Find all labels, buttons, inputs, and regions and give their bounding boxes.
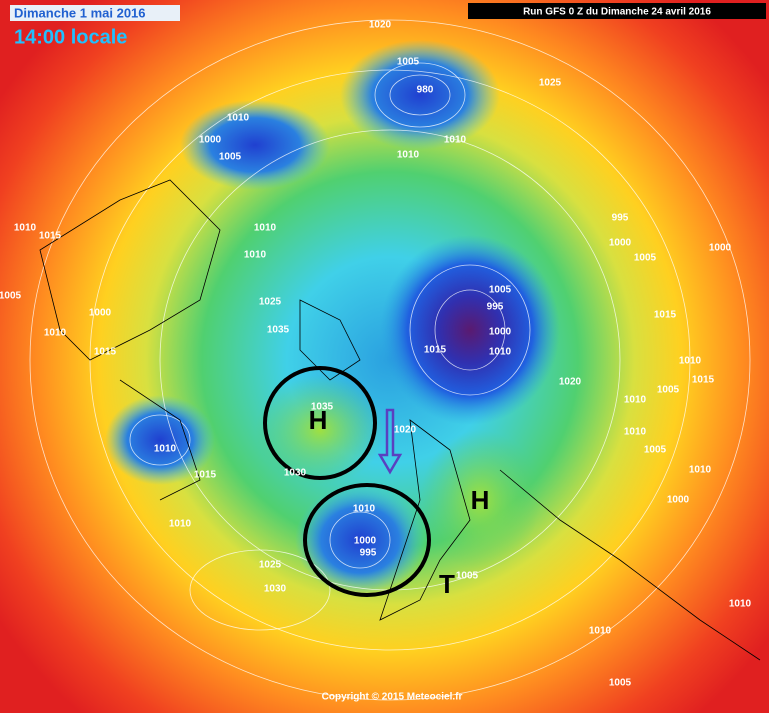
pressure-label: 995 <box>360 548 377 559</box>
pressure-label: 1005 <box>456 571 479 582</box>
pressure-label: 1010 <box>154 444 177 455</box>
isobars <box>29 19 751 701</box>
high-pressure-area <box>255 375 385 485</box>
low-pressure-area <box>295 485 425 595</box>
pressure-label: 1010 <box>169 519 192 530</box>
pressure-label: 1010 <box>444 135 467 146</box>
pressure-label: 1010 <box>227 113 250 124</box>
pressure-label: 1025 <box>259 560 282 571</box>
pressure-label: 1015 <box>194 470 217 481</box>
coastlines <box>39 179 761 661</box>
pressure-label: 1010 <box>729 599 752 610</box>
pressure-label: 1000 <box>667 495 690 506</box>
run-box <box>468 3 766 19</box>
pressure-label: 1015 <box>94 347 117 358</box>
high-marker: H <box>471 485 490 515</box>
date: Dimanche 1 mai 2016 <box>14 5 146 20</box>
highlight-circle <box>303 483 431 597</box>
pressure-label: 1035 <box>311 402 334 413</box>
high-marker: H <box>309 405 328 435</box>
pressure-label: 1000 <box>354 536 377 547</box>
pressure-label: 1010 <box>689 465 712 476</box>
low-pressure-area <box>380 235 560 425</box>
pressure-label: 1000 <box>609 238 632 249</box>
pressure-label: 1030 <box>264 584 287 595</box>
pressure-label: 995 <box>612 213 629 224</box>
pressure-label: 1000 <box>709 243 732 254</box>
pressure-label: 1015 <box>692 375 715 386</box>
pressure-label: 1010 <box>244 250 267 261</box>
pressure-label: 1005 <box>644 445 667 456</box>
pressure-label: 1035 <box>267 325 290 336</box>
pressure-label: 1005 <box>219 152 242 163</box>
pressure-label: 1010 <box>489 347 512 358</box>
pressure-label: 1010 <box>353 504 376 515</box>
pressure-label: 1010 <box>589 626 612 637</box>
low-marker: T <box>439 569 455 599</box>
pressure-label: 1005 <box>609 678 632 689</box>
high-pressure-area <box>420 430 540 570</box>
pressure-label: 1010 <box>254 223 277 234</box>
pressure-label: 1005 <box>397 57 420 68</box>
pressure-label: 1010 <box>679 356 702 367</box>
pressure-label: 1010 <box>624 395 647 406</box>
date-box <box>10 5 180 21</box>
pressure-label: 1010 <box>397 150 420 161</box>
copyright: Copyright © 2015 Meteociel.fr <box>322 692 463 703</box>
pressure-label: 1000 <box>199 135 222 146</box>
pressure-label: 1015 <box>424 345 447 356</box>
pressure-label: 1025 <box>259 297 282 308</box>
pressure-label: 1020 <box>559 377 582 388</box>
pressure-label: 1020 <box>369 20 392 31</box>
low-pressure-area <box>340 40 500 150</box>
pressure-label: 1000 <box>89 308 112 319</box>
pressure-label: 1010 <box>44 328 67 339</box>
pressure-label: 1010 <box>624 427 647 438</box>
low-pressure-area <box>105 395 215 485</box>
pressure-label: 1015 <box>39 231 62 242</box>
pressure-label: 1010 <box>14 223 37 234</box>
pressure-label: 1030 <box>284 468 307 479</box>
pressure-label: 1005 <box>0 291 22 302</box>
pressure-label: 1020 <box>394 425 417 436</box>
arrow <box>377 408 403 475</box>
pressure-label: 1005 <box>634 253 657 264</box>
pressure-label: 980 <box>417 85 434 96</box>
pressure-label: 1015 <box>654 310 677 321</box>
pressure-label: 1025 <box>539 78 562 89</box>
pressure-label: 1000 <box>489 327 512 338</box>
time: 14:00 locale <box>14 26 127 48</box>
pressure-label: 1005 <box>489 285 512 296</box>
run-info: Run GFS 0 Z du Dimanche 24 avril 2016 <box>523 7 711 18</box>
highlight-circle <box>263 366 377 480</box>
pressure-label: 1005 <box>657 385 680 396</box>
pressure-label: 995 <box>487 302 504 313</box>
